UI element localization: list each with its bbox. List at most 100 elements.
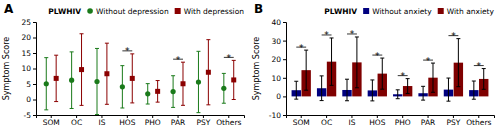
series: [54, 34, 237, 106]
error-cap: [181, 105, 185, 106]
tick: 30: [271, 37, 286, 46]
error-cap: [482, 89, 486, 90]
tick-label: 10: [21, 64, 31, 73]
error-bar: [222, 73, 226, 103]
error-cap: [95, 114, 99, 115]
error-cap: [206, 104, 210, 105]
tick: SOM: [293, 115, 310, 127]
tick: PHO: [145, 115, 161, 127]
tick-label: SOM: [43, 118, 60, 127]
point: [104, 71, 109, 76]
tick: IS: [98, 115, 105, 127]
error-cap: [380, 89, 384, 90]
error-bar: [80, 34, 84, 106]
error-line: [321, 76, 322, 101]
tick-label: 15: [21, 49, 31, 58]
tick-label: 0: [276, 92, 281, 101]
error-cap: [181, 62, 185, 63]
error-line: [423, 86, 424, 100]
axis-line: [283, 23, 287, 116]
error-bar: [355, 37, 359, 88]
tick: 10: [21, 64, 36, 73]
tick-mark: [33, 100, 36, 101]
tick: OC: [321, 115, 332, 127]
error-bar: [396, 90, 400, 99]
tick-label: Others: [466, 118, 491, 127]
error-cap: [95, 48, 99, 49]
error-line: [372, 80, 373, 101]
error-cap: [171, 75, 175, 76]
error-cap: [130, 102, 134, 103]
error-line: [483, 69, 484, 90]
tick: Others: [466, 115, 491, 127]
error-cap: [370, 100, 374, 101]
tick-label: IS: [348, 118, 355, 127]
error-bar: [456, 39, 460, 87]
error-cap: [406, 78, 410, 79]
tick-label: 20: [21, 33, 31, 42]
tick: 0: [26, 95, 36, 104]
error-cap: [431, 92, 435, 93]
error-cap: [355, 36, 359, 37]
tick: HOS: [369, 115, 386, 127]
annotation: *: [451, 31, 456, 41]
error-bar: [320, 76, 324, 101]
tick-label: SOM: [293, 118, 310, 127]
error-line: [473, 81, 474, 99]
chart: -50510152025SOMOCISHOSPHOPARPSYOthers***…: [0, 0, 500, 132]
error-bar: [171, 76, 175, 108]
annotation: *: [426, 56, 431, 66]
point: [155, 89, 160, 94]
error-cap: [396, 89, 400, 90]
error-cap: [345, 100, 349, 101]
tick-mark: [283, 41, 286, 42]
error-bar: [70, 52, 74, 109]
tick: PAR: [421, 115, 435, 127]
annotation: *: [176, 55, 181, 65]
point: [196, 79, 201, 84]
tick: Others: [216, 115, 241, 127]
tick: 5: [26, 80, 36, 89]
error-bar: [370, 80, 374, 101]
error-line: [382, 58, 383, 89]
tick: HOS: [119, 115, 136, 127]
error-cap: [396, 98, 400, 99]
tick: PHO: [395, 115, 411, 127]
error-cap: [472, 99, 476, 100]
legend-marker: [175, 8, 181, 14]
tick: PAR: [171, 115, 185, 127]
tick-mark: [33, 22, 36, 23]
error-line: [356, 37, 357, 88]
title: B: [254, 2, 263, 16]
error-cap: [370, 79, 374, 80]
error-bar: [156, 81, 160, 103]
tick-label: PHO: [145, 118, 161, 127]
tick-label: OC: [71, 118, 82, 127]
plot-area: -50510152025SOMOCISHOSPHOPARPSYOthers***: [21, 18, 244, 127]
point: [120, 84, 125, 89]
axis-title: Symptom Score: [252, 37, 261, 101]
annotation: *: [125, 46, 130, 56]
error-cap: [54, 55, 58, 56]
error-cap: [70, 51, 74, 52]
error-line: [458, 39, 459, 87]
tick-label: PHO: [395, 118, 411, 127]
error-cap: [232, 99, 236, 100]
tick-label: PSY: [446, 118, 460, 127]
error-line: [306, 50, 307, 90]
tick-mark: [33, 84, 36, 85]
point: [170, 89, 175, 94]
annotation: *: [375, 51, 380, 61]
tick: 15: [21, 49, 36, 58]
error-cap: [482, 68, 486, 69]
error-bar: [44, 58, 48, 110]
annotation: *: [299, 43, 304, 53]
error-bar: [206, 40, 210, 105]
error-cap: [70, 108, 74, 109]
series: [44, 48, 227, 114]
error-cap: [304, 50, 308, 51]
error-cap: [294, 99, 298, 100]
error-bar: [482, 69, 486, 90]
point: [79, 67, 84, 72]
error-cap: [105, 43, 109, 44]
